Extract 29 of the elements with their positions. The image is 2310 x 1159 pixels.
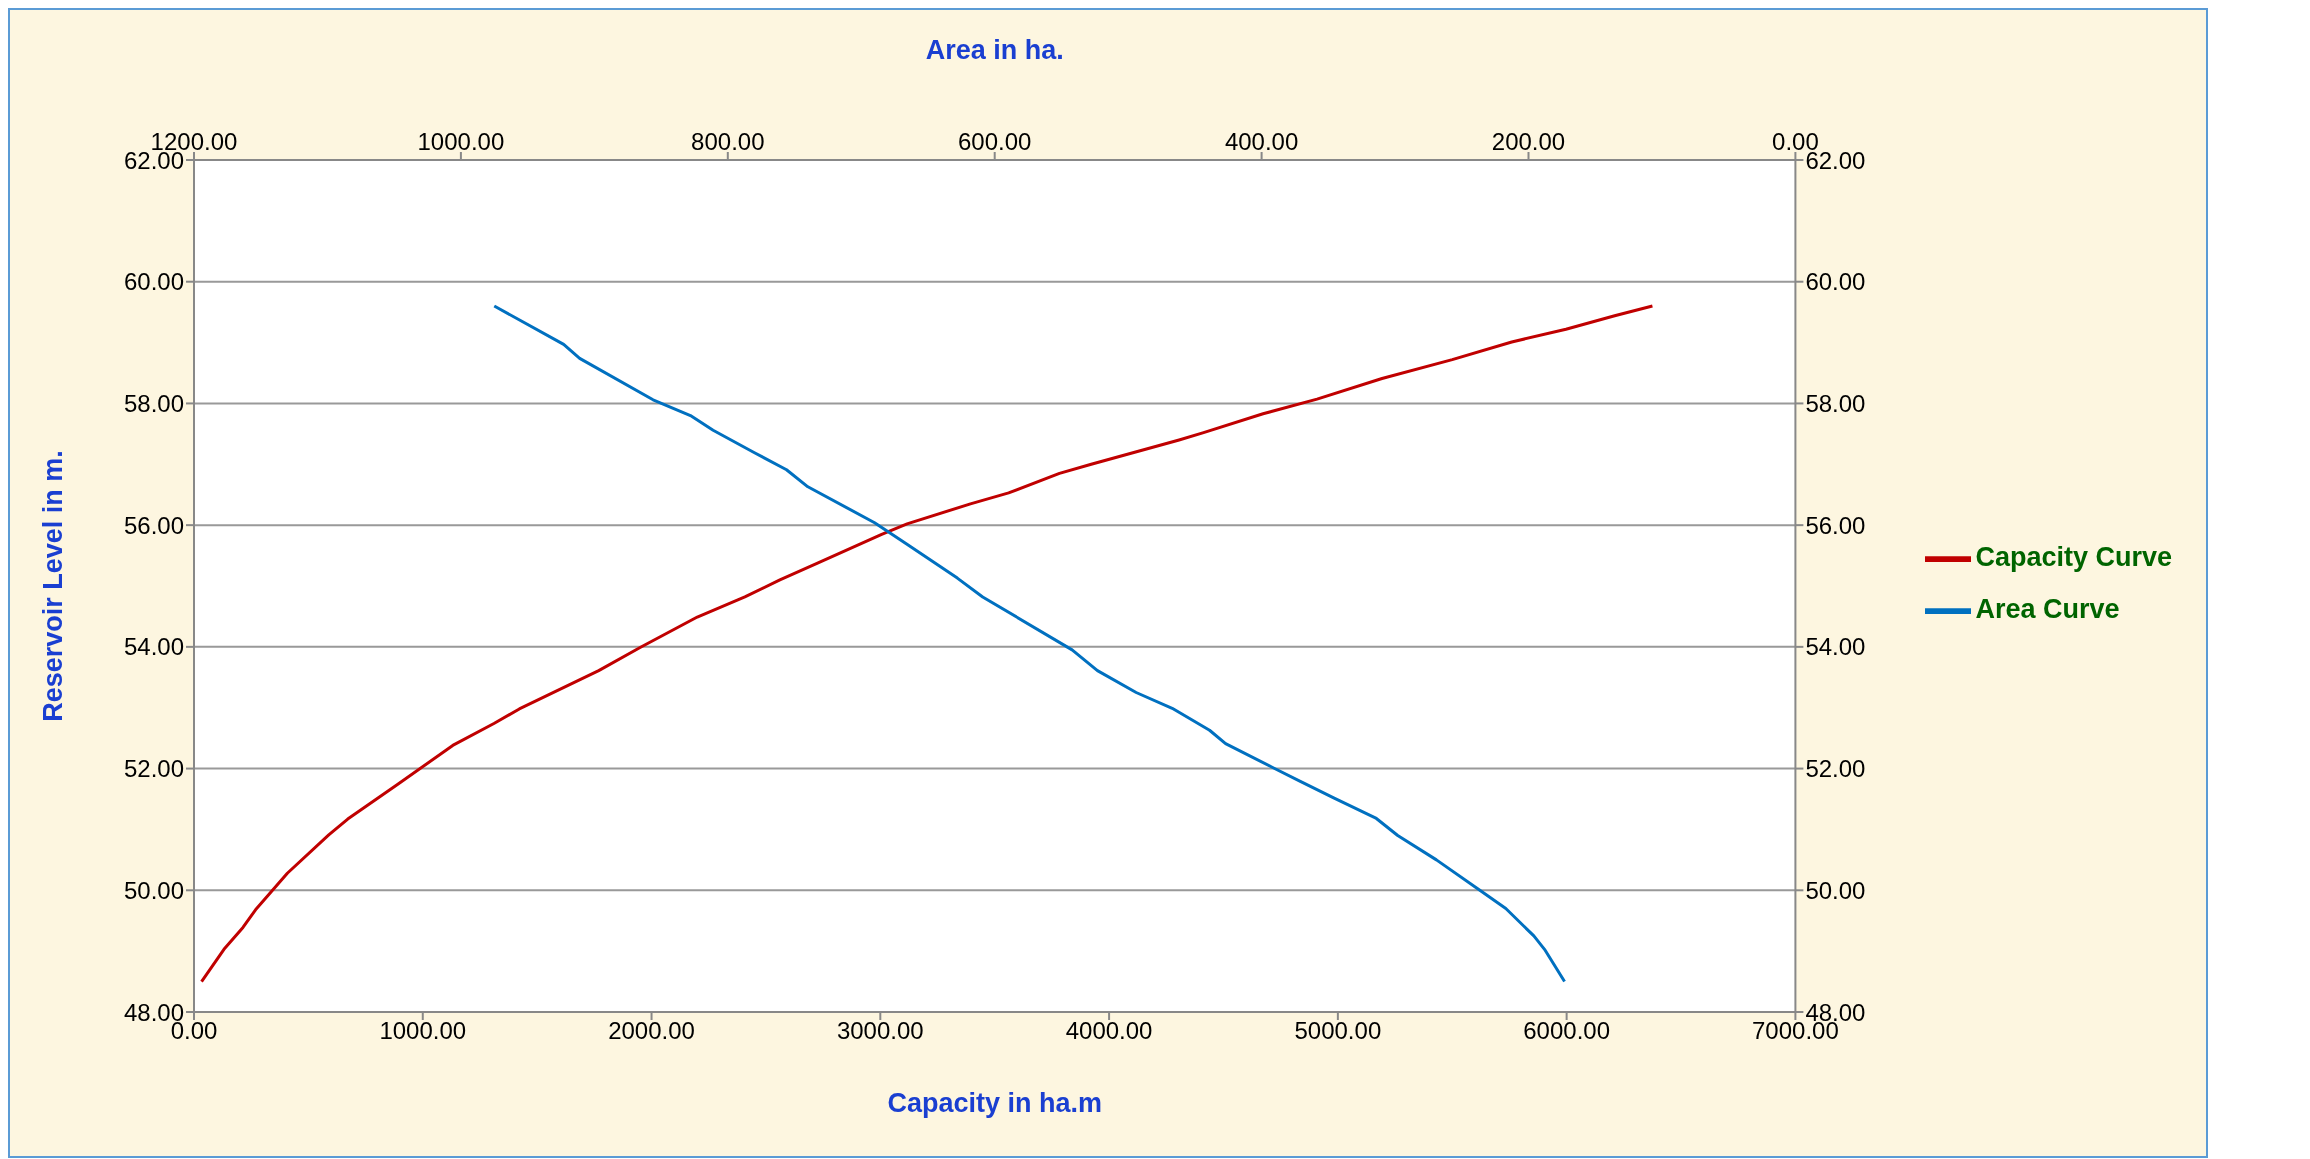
y-tick-label: 56.00 (123, 511, 184, 539)
legend-label: Capacity Curve (1975, 542, 2172, 572)
x-tick-label: 5000.00 (1294, 1017, 1382, 1045)
y2-tick-label: 60.00 (1805, 268, 1866, 296)
y2-tick-label: 52.00 (1805, 755, 1866, 783)
y2-tick-label: 54.00 (1805, 633, 1866, 661)
y-tick-label: 60.00 (123, 268, 184, 296)
x-tick-label: 1000.00 (379, 1017, 467, 1045)
legend-label: Area Curve (1975, 594, 2120, 624)
y2-tick-label: 50.00 (1805, 876, 1866, 904)
x2-tick-label: 600.00 (958, 128, 1032, 155)
y2-tick-label: 56.00 (1805, 511, 1866, 539)
x2-tick-label: 800.00 (691, 128, 765, 155)
x2-axis-title: Area in ha. (925, 35, 1064, 66)
y-tick-label: 50.00 (123, 876, 184, 904)
x2-tick-label: 400.00 (1224, 128, 1299, 155)
y-tick-label: 54.00 (123, 633, 184, 661)
x-tick-label: 4000.00 (1065, 1017, 1153, 1045)
x2-tick-label: 200.00 (1491, 128, 1566, 155)
x-tick-label: 6000.00 (1523, 1017, 1611, 1045)
x-tick-label: 2000.00 (608, 1017, 695, 1045)
y-tick-label: 52.00 (123, 755, 184, 783)
x-tick-label: 3000.00 (836, 1017, 924, 1045)
y-axis-title: Reservoir Level in m. (37, 450, 68, 722)
y2-tick-label: 58.00 (1805, 389, 1866, 417)
line-series (200, 304, 1654, 984)
y-tick-label: 58.00 (123, 389, 184, 417)
x2-tick-label: 1000.00 (417, 128, 505, 155)
x-axis-title: Capacity in ha.m (887, 1088, 1102, 1118)
